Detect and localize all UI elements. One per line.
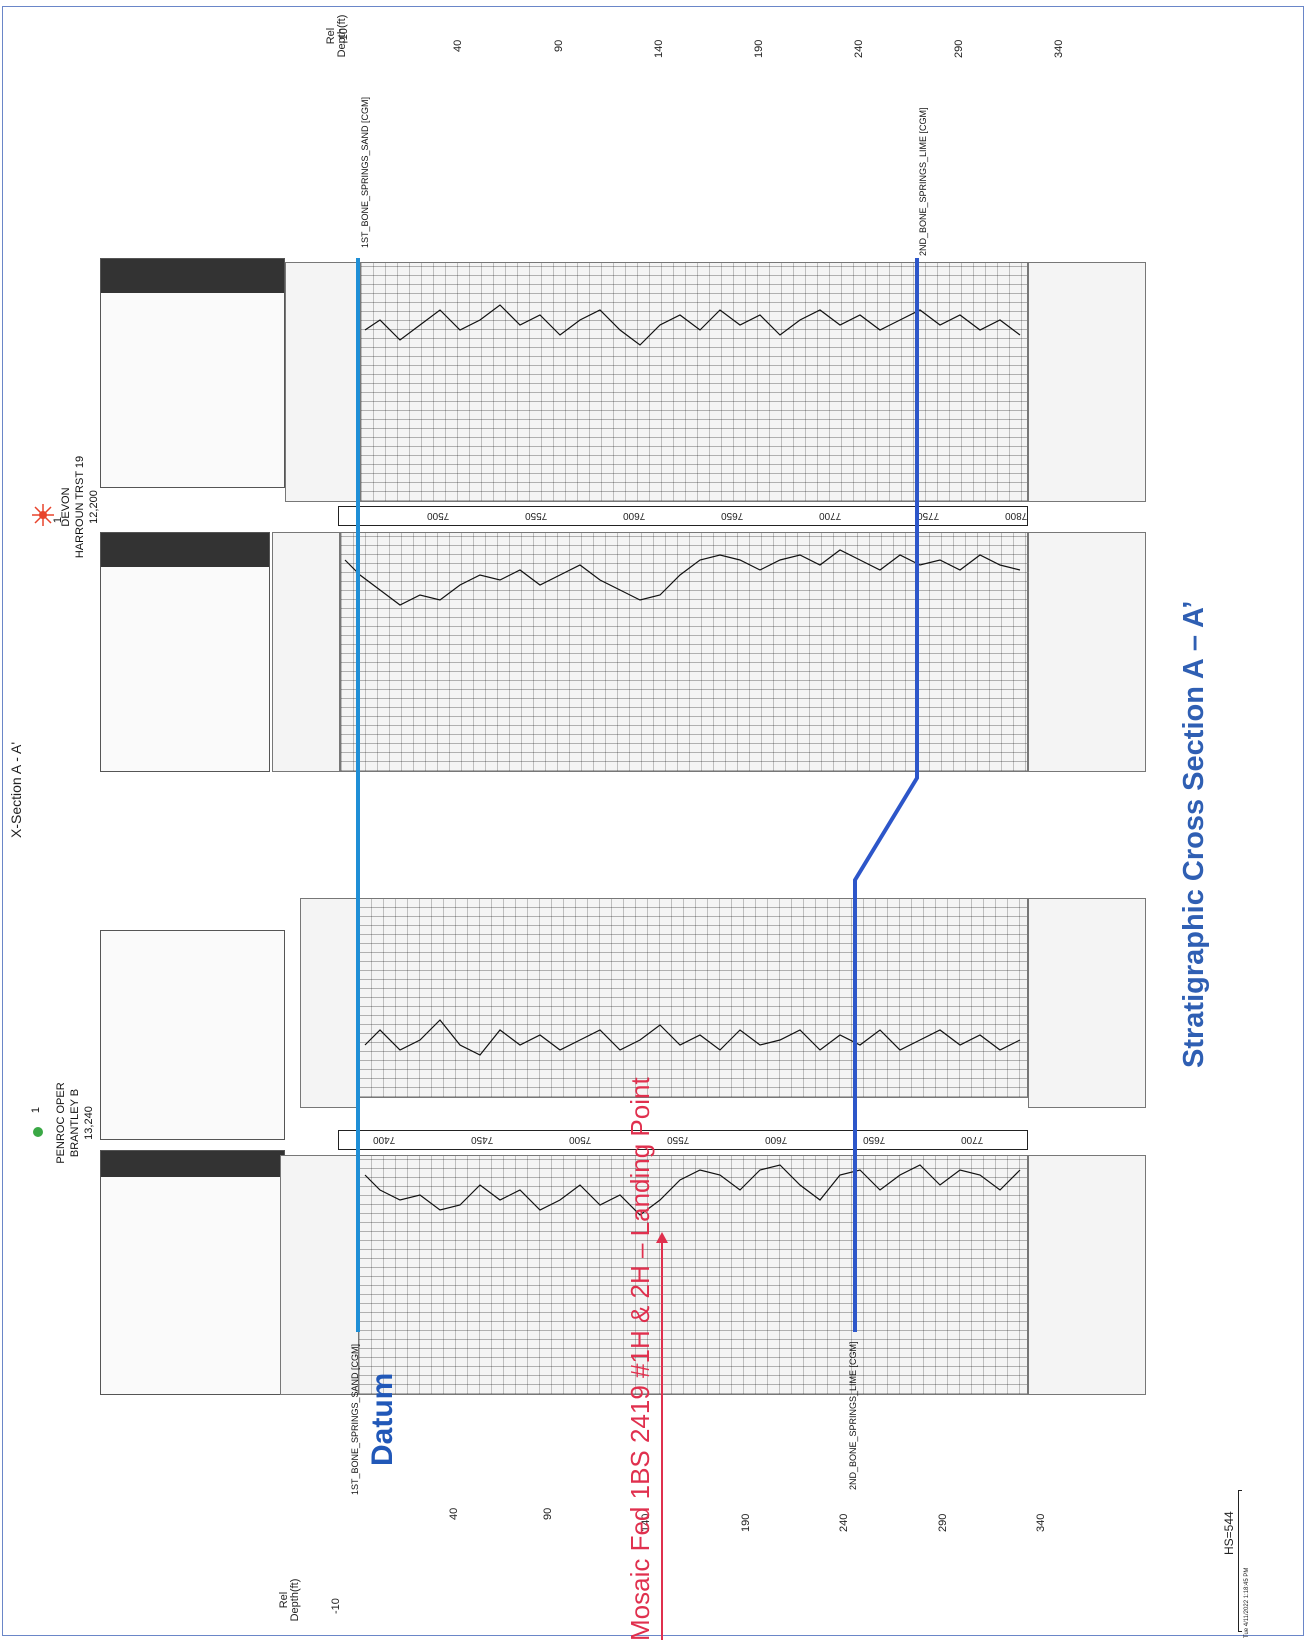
well1-log-track-resistivity — [358, 1155, 1028, 1395]
well2-second-headings — [285, 262, 360, 502]
well2-depth-ruler: 7500 7550 7600 7650 7700 7750 7800 — [338, 506, 1028, 526]
page-frame — [2, 6, 1304, 1636]
well2-density-curve — [364, 304, 1021, 346]
top-2nd-bone-springs-lime-line — [853, 258, 919, 1332]
top-label-1st-bone-springs-bottom: 1ST_BONE_SPRINGS_SAND [CGM] — [350, 1343, 360, 1495]
landing-point-label: Mosaic Fed 1BS 2419 #1H & 2H – Landing P… — [625, 1077, 655, 1641]
well2-log-header — [100, 532, 270, 772]
well1-log-footer — [1028, 1155, 1146, 1395]
well1-density-headings — [300, 898, 358, 1108]
cross-section-caption: Stratigraphic Cross Section A – A’ — [1178, 600, 1210, 1068]
well2-resistivity-curve — [344, 549, 1021, 606]
well2-log-footer — [1028, 532, 1146, 772]
well1-track-headings — [280, 1155, 360, 1395]
landing-point-arrow-icon — [656, 1232, 668, 1243]
well1-density-curve — [364, 1019, 1021, 1056]
horizontal-scale-label: HS=544 — [1222, 1511, 1236, 1555]
well1-density-header — [100, 930, 285, 1140]
top-label-2nd-bone-springs-bottom: 2ND_BONE_SPRINGS_LIME [CGM] — [848, 1341, 858, 1490]
well1-log-header — [100, 1150, 285, 1395]
top-label-1st-bone-springs-top: 1ST_BONE_SPRINGS_SAND [CGM] — [360, 96, 370, 248]
well-symbol-dry-gas-icon — [32, 504, 54, 526]
well1-density-footer — [1028, 898, 1146, 1108]
top-label-2nd-bone-springs-top: 2ND_BONE_SPRINGS_LIME [CGM] — [918, 107, 928, 256]
timestamp-stamp: Tue 4/11/2022 1:18:45 PM — [1244, 1567, 1250, 1638]
scale-bar — [1238, 1490, 1242, 1632]
well1-resistivity-curve — [364, 1164, 1021, 1216]
well2-second-header — [100, 258, 285, 488]
well1-log-track-density — [358, 898, 1028, 1098]
well2-second-footer — [1028, 262, 1146, 502]
well2-track-headings — [272, 532, 340, 772]
datum-label: Datum — [366, 1372, 399, 1466]
well-symbol-green-icon — [33, 1127, 43, 1137]
